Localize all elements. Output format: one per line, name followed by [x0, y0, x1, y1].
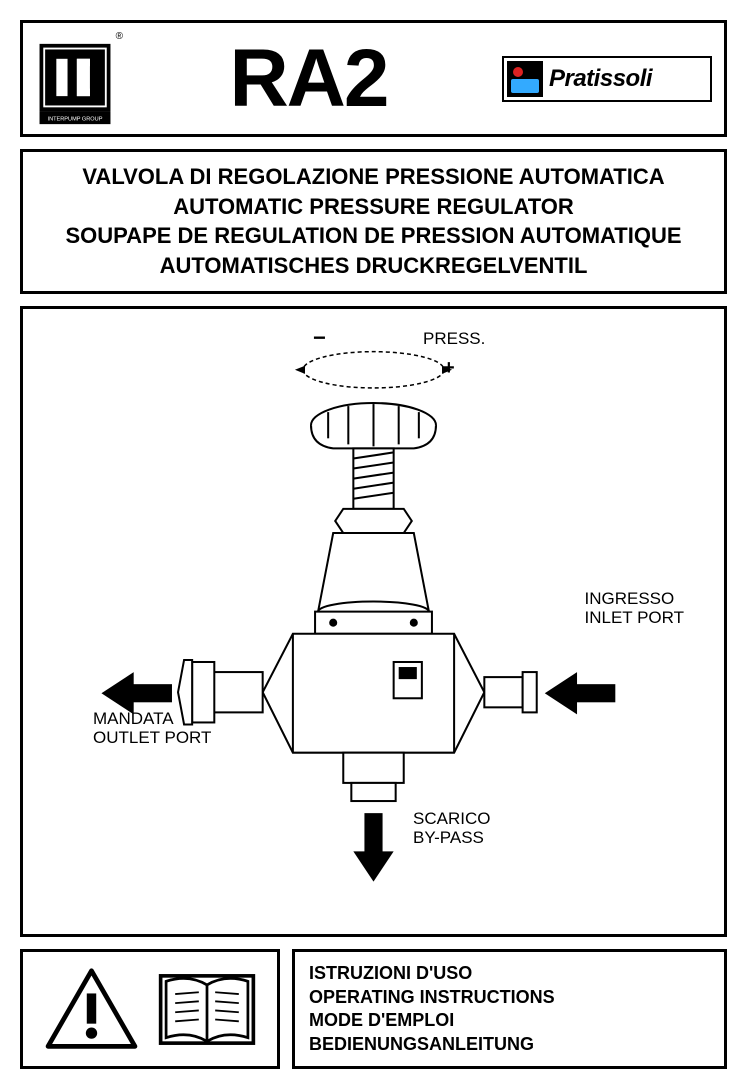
- minus-label: −: [313, 325, 326, 350]
- model-code: RA2: [229, 38, 387, 120]
- inlet-label: INGRESSO INLET PORT: [584, 589, 684, 628]
- manual-icon: [157, 967, 257, 1052]
- pratissoli-logo-mark: [507, 61, 543, 97]
- outlet-en: OUTLET PORT: [93, 728, 211, 747]
- bottom-row: ISTRUZIONI D'USO OPERATING INSTRUCTIONS …: [20, 949, 727, 1069]
- instr-de: BEDIENUNGSANLEITUNG: [309, 1033, 710, 1056]
- registered-mark: ®: [116, 31, 123, 42]
- instr-it: ISTRUZIONI D'USO: [309, 962, 710, 985]
- title-en: AUTOMATIC PRESSURE REGULATOR: [35, 192, 712, 222]
- instr-en: OPERATING INSTRUCTIONS: [309, 986, 710, 1009]
- pratissoli-logo: Pratissoli: [502, 56, 712, 102]
- header-box: ® INTERPUMP GROUP RA2 Pratissoli: [20, 20, 727, 137]
- inlet-it: INGRESSO: [584, 589, 674, 608]
- warning-icon: [44, 967, 139, 1052]
- diagram-box: PRESS. − + INGRESSO INLET PORT MANDATA O…: [20, 306, 727, 937]
- title-box: VALVOLA DI REGOLAZIONE PRESSIONE AUTOMAT…: [20, 149, 727, 294]
- title-de: AUTOMATISCHES DRUCKREGELVENTIL: [35, 251, 712, 281]
- title-it: VALVOLA DI REGOLAZIONE PRESSIONE AUTOMAT…: [35, 162, 712, 192]
- title-fr: SOUPAPE DE REGULATION DE PRESSION AUTOMA…: [35, 221, 712, 251]
- bypass-label: SCARICO BY-PASS: [413, 809, 490, 848]
- plus-label: +: [443, 357, 455, 380]
- svg-text:INTERPUMP GROUP: INTERPUMP GROUP: [48, 116, 103, 122]
- inlet-en: INLET PORT: [584, 608, 684, 627]
- pratissoli-brand-text: Pratissoli: [549, 65, 652, 93]
- outlet-it: MANDATA: [93, 709, 174, 728]
- bypass-it: SCARICO: [413, 809, 490, 828]
- instr-fr: MODE D'EMPLOI: [309, 1009, 710, 1032]
- press-label: PRESS.: [423, 329, 485, 349]
- outlet-label: MANDATA OUTLET PORT: [93, 709, 211, 748]
- instructions-box: ISTRUZIONI D'USO OPERATING INSTRUCTIONS …: [292, 949, 727, 1069]
- interpump-logo: ® INTERPUMP GROUP: [35, 31, 115, 126]
- bypass-en: BY-PASS: [413, 828, 484, 847]
- icons-box: [20, 949, 280, 1069]
